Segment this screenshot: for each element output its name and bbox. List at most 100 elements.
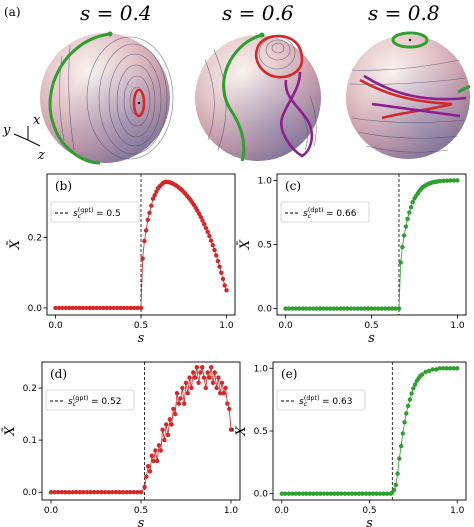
data-point-d-64 xyxy=(210,380,216,385)
data-point-b-73 xyxy=(220,276,226,282)
data-point-b-67 xyxy=(210,243,215,248)
data-point-b-8 xyxy=(80,305,86,311)
data-point-d-36 xyxy=(160,427,165,432)
data-point-b-28 xyxy=(143,228,149,233)
data-point-e-53 xyxy=(434,367,439,372)
data-point-d-46 xyxy=(178,396,183,401)
data-point-d-5 xyxy=(66,490,72,495)
data-point-d-50 xyxy=(185,391,190,396)
y-axis-label-d: X̄ xyxy=(2,426,18,437)
data-point-e-6 xyxy=(300,491,305,496)
data-point-e-11 xyxy=(318,491,323,496)
sphere-title-1: s = 0.4 xyxy=(80,1,152,25)
data-point-d-44 xyxy=(174,391,180,396)
data-point-c-40 xyxy=(408,205,414,210)
chart-panel-b: 0.0 0.5 1.0 0.0 0.2 s X̄ (b)s(gpt) c = 0.5 xyxy=(7,173,236,346)
y-tick-label-b-1: 0.2 xyxy=(28,233,42,243)
sphere-title-3: s = 0.8 xyxy=(368,1,440,25)
orbit-curve-1 xyxy=(132,88,146,118)
data-point-e-34 xyxy=(393,482,398,488)
y-tick-label-d-2: 0.2 xyxy=(23,384,37,394)
data-point-d-24 xyxy=(135,490,140,495)
data-point-c-7 xyxy=(307,306,312,311)
data-point-d-14 xyxy=(99,490,104,495)
data-point-e-17 xyxy=(339,491,344,496)
data-point-d-68 xyxy=(218,391,223,396)
data-point-e-30 xyxy=(384,491,390,496)
data-point-d-42 xyxy=(171,406,176,412)
data-point-e-1 xyxy=(283,491,288,496)
data-point-b-69 xyxy=(214,253,219,258)
legend-box-e xyxy=(276,389,366,411)
x-axis-label-d: s xyxy=(138,516,145,527)
x-axis-label-e: s xyxy=(366,516,373,527)
data-point-b-23 xyxy=(132,305,137,311)
data-point-e-29 xyxy=(381,491,386,496)
data-point-d-17 xyxy=(110,490,115,495)
data-point-b-66 xyxy=(208,238,214,243)
data-point-d-3 xyxy=(59,490,64,495)
x-tick-label-d-0: 0.0 xyxy=(44,506,59,516)
data-point-e-59 xyxy=(455,366,460,371)
data-point-e-25 xyxy=(367,491,372,496)
data-point-e-40 xyxy=(404,411,409,416)
data-point-d-45 xyxy=(176,401,181,406)
data-point-c-41 xyxy=(410,200,415,205)
axis-triad xyxy=(13,126,41,147)
data-point-e-49 xyxy=(419,372,425,377)
data-point-c-13 xyxy=(328,306,333,311)
data-point-b-15 xyxy=(104,305,110,311)
y-tick-label-d-1: 0.1 xyxy=(23,436,37,446)
data-point-b-9 xyxy=(84,305,89,311)
data-point-d-2 xyxy=(56,490,61,495)
x-axis-label-c: s xyxy=(368,331,375,346)
data-point-c-30 xyxy=(386,306,391,311)
data-point-d-0 xyxy=(48,490,54,495)
data-point-d-13 xyxy=(95,490,101,495)
panel-label-a: (a) xyxy=(4,5,21,19)
orbit-curve-3 xyxy=(359,78,453,120)
data-point-e-19 xyxy=(346,491,351,496)
data-point-e-22 xyxy=(356,491,362,496)
separatrix-curve-2 xyxy=(222,33,263,162)
data-point-e-56 xyxy=(444,366,449,371)
data-point-b-4 xyxy=(67,305,72,311)
y-tick-label-e-0: 0.0 xyxy=(254,490,269,500)
data-point-c-39 xyxy=(407,210,412,215)
y-tick-label-c-0: 0.0 xyxy=(258,305,273,315)
data-point-e-45 xyxy=(412,382,418,387)
data-point-c-36 xyxy=(401,233,407,238)
data-point-e-52 xyxy=(430,367,435,372)
data-point-d-12 xyxy=(92,490,97,495)
data-point-b-22 xyxy=(128,305,133,311)
data-point-d-61 xyxy=(205,370,210,375)
y-tick-label-d-0: 0.0 xyxy=(23,488,38,498)
data-point-d-8 xyxy=(77,490,83,495)
data-point-e-50 xyxy=(423,369,428,375)
data-point-b-63 xyxy=(203,225,209,231)
legend-text-b: s(gpt) c = 0.5 xyxy=(73,206,121,220)
chart-panel-c: 0.0 0.5 1.0 0.0 0.5 1.0 s X̄ (c)s(dpt) c = 0.66 xyxy=(237,173,467,346)
data-point-b-21 xyxy=(125,305,130,311)
data-point-b-7 xyxy=(77,305,82,311)
data-point-e-44 xyxy=(411,386,416,391)
data-point-d-16 xyxy=(106,490,111,495)
data-point-b-71 xyxy=(217,264,222,269)
panel-label-d: (d) xyxy=(50,367,67,381)
data-point-c-19 xyxy=(348,306,354,311)
data-point-b-26 xyxy=(140,256,145,261)
data-point-e-54 xyxy=(437,366,442,371)
loop-curve-2 xyxy=(280,71,314,158)
data-point-e-21 xyxy=(353,491,358,496)
data-point-e-28 xyxy=(377,491,383,496)
data-point-e-57 xyxy=(448,366,453,371)
legend-text-d: s(gpt) c = 0.52 xyxy=(68,394,121,408)
sphere-title-2: s = 0.6 xyxy=(222,1,294,25)
x-tick-label-e-1: 0.5 xyxy=(362,506,376,516)
data-point-c-17 xyxy=(341,306,347,311)
data-point-b-14 xyxy=(101,305,106,311)
data-point-c-35 xyxy=(400,244,405,250)
data-point-c-18 xyxy=(345,306,350,311)
data-point-e-43 xyxy=(409,391,414,396)
data-point-c-61 xyxy=(451,178,457,183)
